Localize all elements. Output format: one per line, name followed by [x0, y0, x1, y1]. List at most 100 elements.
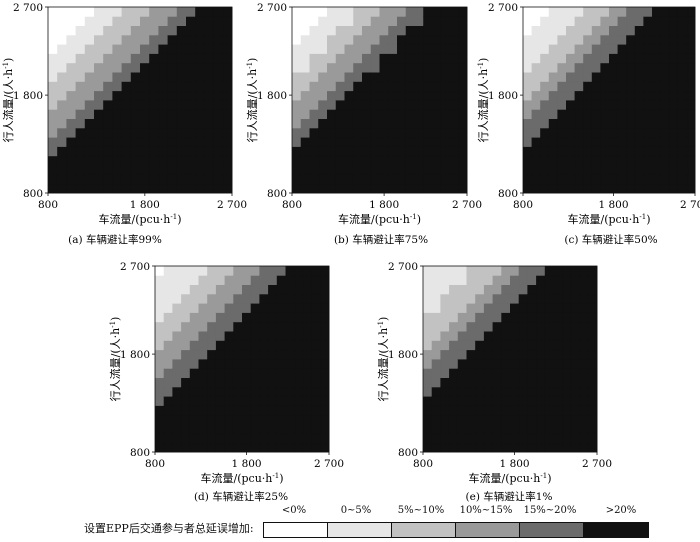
heatmap-cell — [276, 359, 286, 369]
heatmap-cell — [158, 90, 168, 101]
heatmap-cell — [617, 81, 627, 92]
heatmap-cell — [186, 155, 196, 166]
heatmap-cell — [540, 109, 550, 119]
heatmap-cell — [566, 155, 575, 166]
heatmap-cell — [566, 183, 575, 194]
heatmap-cell — [379, 81, 389, 92]
heatmap-cell — [588, 359, 598, 369]
x-tick-label: 800 — [513, 199, 533, 211]
heatmap-cell — [311, 303, 321, 313]
heatmap-cell — [562, 349, 572, 360]
heatmap-cell — [370, 81, 380, 92]
heatmap-cell — [320, 266, 330, 276]
heatmap-cell — [686, 155, 696, 166]
heatmap-cell — [222, 25, 233, 36]
heatmap-cell — [475, 433, 485, 444]
heatmap-cell — [458, 62, 468, 73]
heatmap-cell — [617, 100, 627, 110]
heatmap-cell — [311, 349, 321, 360]
heatmap-cell — [510, 433, 520, 444]
heatmap-cell — [167, 183, 178, 194]
heatmap-cell — [66, 118, 76, 129]
heatmap-cell — [600, 127, 610, 138]
heatmap-cell — [475, 340, 485, 351]
heatmap-cell — [327, 7, 337, 17]
heatmap-cell — [652, 72, 661, 82]
heatmap-cell — [388, 7, 398, 17]
heatmap-cell — [242, 321, 252, 332]
heatmap-cell — [207, 349, 217, 360]
heatmap-cell — [579, 321, 589, 332]
heatmap-cell — [669, 25, 679, 36]
heatmap-cell — [669, 62, 679, 73]
heatmap-cell — [181, 359, 191, 369]
heatmap-cell — [544, 377, 554, 388]
heatmap-cell — [449, 174, 459, 185]
heatmap-cell — [379, 44, 389, 54]
heatmap-cell — [536, 331, 546, 341]
heatmap-cell — [259, 321, 269, 332]
heatmap-cell — [423, 183, 433, 194]
heatmap-cell — [466, 349, 476, 360]
heatmap-cell — [311, 442, 321, 453]
heatmap-cell — [215, 386, 225, 397]
heatmap-cell — [591, 183, 601, 194]
heatmap-cell — [423, 303, 433, 313]
heatmap-cell — [379, 72, 389, 82]
heatmap-cell — [176, 34, 187, 45]
heatmap-cell — [57, 90, 67, 101]
heatmap-cell — [449, 165, 459, 175]
heatmap-cell — [531, 109, 541, 119]
heatmap-cell — [457, 386, 467, 397]
heatmap-cell — [224, 303, 234, 313]
heatmap-cell — [320, 284, 330, 295]
heatmap-cell — [553, 386, 563, 397]
heatmap-cell — [370, 34, 380, 45]
heatmap-cell — [302, 266, 312, 276]
heatmap-cell — [540, 155, 550, 166]
heatmap-cell — [449, 127, 459, 138]
heatmap-cell — [292, 100, 302, 110]
heatmap-cell — [501, 386, 511, 397]
heatmap-cell — [276, 284, 286, 295]
heatmap-cell — [643, 44, 653, 54]
heatmap-cell — [414, 109, 424, 119]
heatmap-cell — [483, 405, 493, 416]
heatmap-cell — [224, 312, 234, 323]
heatmap-cell — [617, 118, 627, 129]
heatmap-cell — [186, 34, 196, 45]
heatmap-cell — [397, 118, 407, 129]
heatmap-cell — [669, 53, 679, 64]
heatmap-cell — [449, 368, 459, 378]
heatmap-cell — [224, 359, 234, 369]
heatmap-cell — [457, 396, 467, 406]
heatmap-cell — [379, 16, 389, 26]
heatmap-cell — [207, 433, 217, 444]
heatmap-cell — [609, 127, 618, 138]
heatmap-cell — [294, 284, 304, 295]
heatmap-cell — [309, 7, 319, 17]
heatmap-cell — [579, 414, 589, 425]
heatmap-cell — [158, 146, 168, 157]
heatmap-cell — [423, 109, 433, 119]
heatmap-cell — [222, 183, 233, 194]
heatmap-cell — [609, 137, 618, 147]
heatmap-cell — [75, 127, 86, 138]
heatmap-cell — [423, 62, 433, 73]
heatmap-cell — [405, 62, 415, 73]
heatmap-cell — [294, 303, 304, 313]
heatmap-cell — [591, 72, 601, 82]
x-tick-label: 1 800 — [232, 458, 262, 470]
heatmap-cell — [300, 127, 310, 138]
heatmap-cell — [294, 275, 304, 285]
heatmap-cell — [189, 312, 199, 323]
heatmap-cell — [66, 174, 76, 185]
heatmap-cell — [163, 349, 173, 360]
heatmap-cell — [414, 165, 424, 175]
heatmap-cell — [510, 359, 520, 369]
heatmap-cell — [149, 100, 159, 110]
heatmap-cell — [583, 155, 593, 166]
heatmap-cell — [492, 405, 502, 416]
heatmap-cell — [242, 414, 252, 425]
